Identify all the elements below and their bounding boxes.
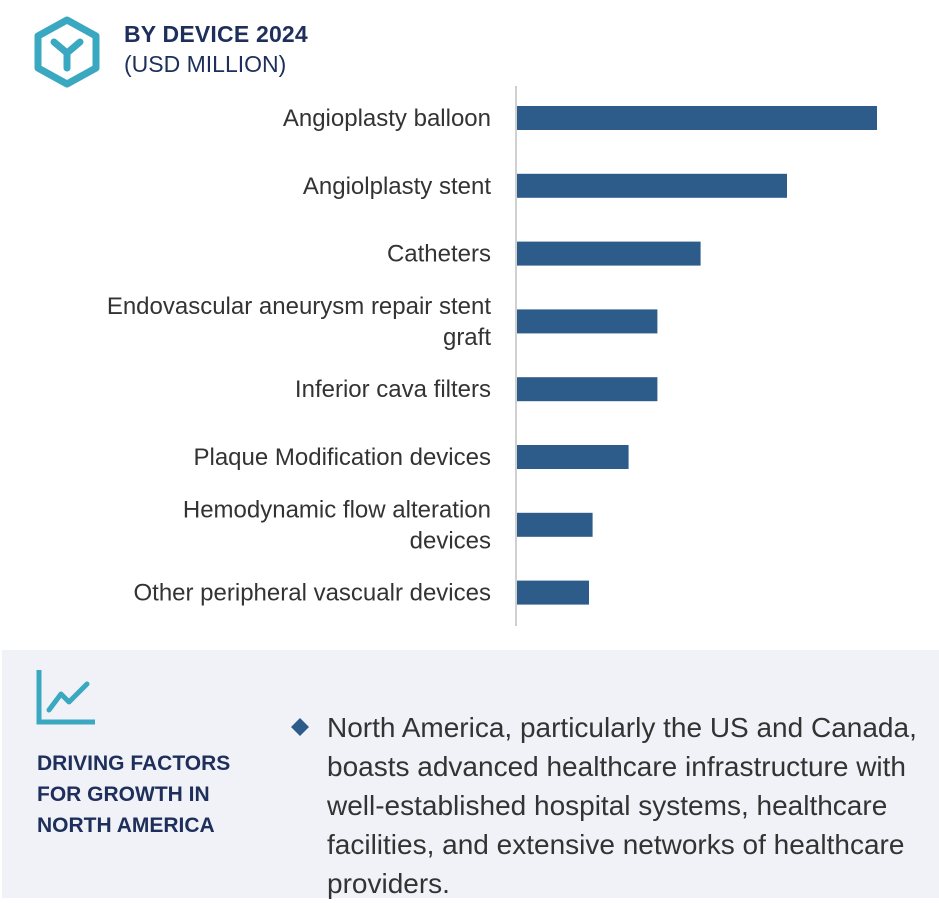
category-label-4: Inferior cava filters: [295, 376, 491, 403]
bar-5: [517, 445, 629, 469]
logo-icon: [34, 16, 100, 88]
category-label-1: Angiolplasty stent: [303, 173, 491, 200]
heading-line: DRIVING FACTORS: [37, 752, 231, 775]
bar-6: [517, 512, 593, 537]
bar-0: [517, 106, 877, 130]
bar-chart: Angioplasty balloon Angiolplasty stent Cat…: [107, 86, 877, 626]
diamond-bullet-icon: [291, 718, 309, 736]
bars-group: [517, 106, 877, 605]
category-label-2: Catheters: [387, 241, 491, 268]
category-label-0: Angioplasty balloon: [283, 105, 491, 132]
bar-4: [517, 377, 658, 402]
chart-subtitle: (USD MILLION): [124, 51, 287, 77]
chart-title: BY DEVICE 2024: [124, 21, 308, 47]
line-chart-icon: [36, 670, 95, 725]
category-label-6: Hemodynamic flow alteration devices: [183, 496, 491, 554]
heading-line: NORTH AMERICA: [37, 814, 215, 837]
driving-factors-panel: DRIVING FACTORS FOR GROWTH IN NORTH AMER…: [2, 650, 939, 899]
bar-7: [517, 580, 589, 605]
bar-3: [517, 309, 658, 334]
category-label-3: Endovascular aneurysm repair stent graft: [107, 293, 492, 351]
category-label-7: Other peripheral vascualr devices: [133, 580, 491, 607]
category-labels-group: Angioplasty balloon Angiolplasty stent Cat…: [107, 105, 492, 607]
bar-2: [517, 241, 701, 266]
bar-1: [517, 173, 787, 198]
chart-panel: BY DEVICE 2024 (USD MILLION) Angioplasty…: [34, 16, 877, 626]
category-label-5: Plaque Modification devices: [193, 444, 491, 471]
driving-factors-heading: DRIVING FACTORS FOR GROWTH IN NORTH AMER…: [37, 748, 267, 841]
driving-factor-text: North America, particularly the US and C…: [327, 712, 917, 899]
heading-line: FOR GROWTH IN: [37, 783, 210, 806]
